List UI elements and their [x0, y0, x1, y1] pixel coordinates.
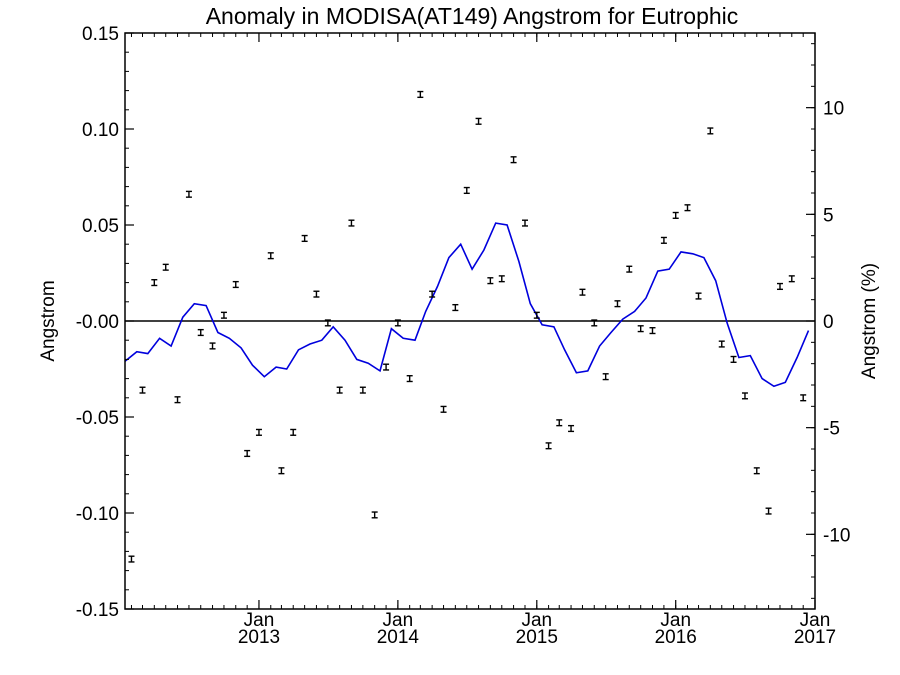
data-point [707, 127, 714, 135]
data-point [695, 292, 702, 300]
y-tick-label: 0.05 [82, 216, 119, 237]
data-point [371, 511, 378, 519]
x-tick-month: Jan [383, 610, 414, 631]
data-point [359, 386, 366, 394]
data-point [429, 290, 436, 298]
data-point [348, 219, 355, 227]
data-point [579, 288, 586, 296]
data-point [117, 262, 123, 268]
data-point [301, 234, 308, 243]
y2-axis-label: Angstrom (%) [859, 263, 880, 379]
data-point [776, 282, 783, 291]
y-tick-label: -0.15 [76, 600, 119, 621]
data-point [730, 355, 737, 363]
data-point [394, 319, 401, 327]
data-point [313, 290, 320, 298]
data-point [267, 252, 274, 260]
y-axis-right: 10 5 0 -5 -10 [806, 43, 850, 599]
data-point [255, 428, 262, 436]
data-point [406, 375, 413, 383]
y2-tick-label: 10 [823, 99, 844, 120]
data-point [718, 340, 725, 348]
x-tick-month: Jan [244, 610, 275, 631]
y2-tick-label: -10 [823, 525, 850, 546]
data-point [244, 449, 251, 458]
y-axis-label: Angstrom [38, 280, 59, 361]
data-point [626, 265, 633, 273]
data-point [383, 363, 390, 371]
y2-tick-label: 0 [823, 312, 834, 333]
data-point [417, 90, 424, 99]
data-point [452, 303, 459, 312]
data-point [556, 419, 563, 427]
data-point [637, 325, 644, 333]
data-point [324, 319, 331, 327]
data-point [765, 507, 772, 515]
data-point [545, 442, 552, 450]
data-point [197, 328, 204, 337]
data-point [660, 236, 667, 244]
data-point [151, 279, 158, 287]
x-tick-year: 2014 [377, 627, 420, 648]
x-tick-year: 2016 [655, 627, 697, 648]
y-tick-label: 0.10 [82, 120, 119, 141]
data-point [591, 319, 598, 327]
data-point [788, 275, 795, 283]
x-tick-month: Jan [800, 610, 831, 631]
data-point [800, 394, 807, 402]
data-point [174, 396, 181, 404]
data-point [510, 156, 517, 164]
y-tick-label: -0.05 [76, 408, 119, 429]
data-point [521, 219, 528, 227]
y-axis-left: 0.15 0.10 0.05 -0.00 -0.05 -0.10 -0.15 [76, 24, 134, 621]
data-point [128, 555, 135, 563]
plot-content [117, 90, 815, 563]
data-point [602, 373, 609, 381]
data-point [440, 405, 447, 413]
data-point [209, 342, 216, 350]
data-point [336, 386, 343, 394]
plot-area [117, 90, 815, 563]
y-tick-label: 0.15 [82, 24, 119, 45]
data-point [185, 190, 192, 198]
data-point [533, 311, 540, 319]
y2-tick-label: -5 [823, 419, 840, 440]
data-point [232, 280, 239, 289]
data-point [139, 386, 146, 394]
data-point [290, 428, 297, 436]
data-point [278, 467, 285, 475]
series-line [125, 222, 810, 388]
data-point [475, 117, 482, 125]
data-point [672, 211, 679, 219]
chart-title: Anomaly in MODISA(AT149) Angstrom for Eu… [206, 3, 739, 29]
data-point [649, 327, 656, 335]
y-tick-label: -0.00 [76, 312, 119, 333]
data-point [614, 300, 621, 308]
data-point [162, 263, 169, 271]
x-tick-year: 2013 [238, 627, 280, 648]
x-tick-month: Jan [521, 610, 552, 631]
data-point [568, 424, 575, 433]
data-point [463, 186, 470, 195]
data-point [498, 275, 505, 283]
data-point [741, 392, 748, 400]
data-point [487, 277, 494, 285]
x-tick-year: 2017 [794, 627, 836, 648]
data-point [753, 467, 760, 475]
x-tick-month: Jan [660, 610, 691, 631]
y-tick-label: -0.10 [76, 504, 119, 525]
y2-tick-label: 5 [823, 205, 834, 226]
data-point [684, 204, 691, 212]
data-point [220, 311, 227, 319]
x-tick-year: 2015 [516, 627, 558, 648]
